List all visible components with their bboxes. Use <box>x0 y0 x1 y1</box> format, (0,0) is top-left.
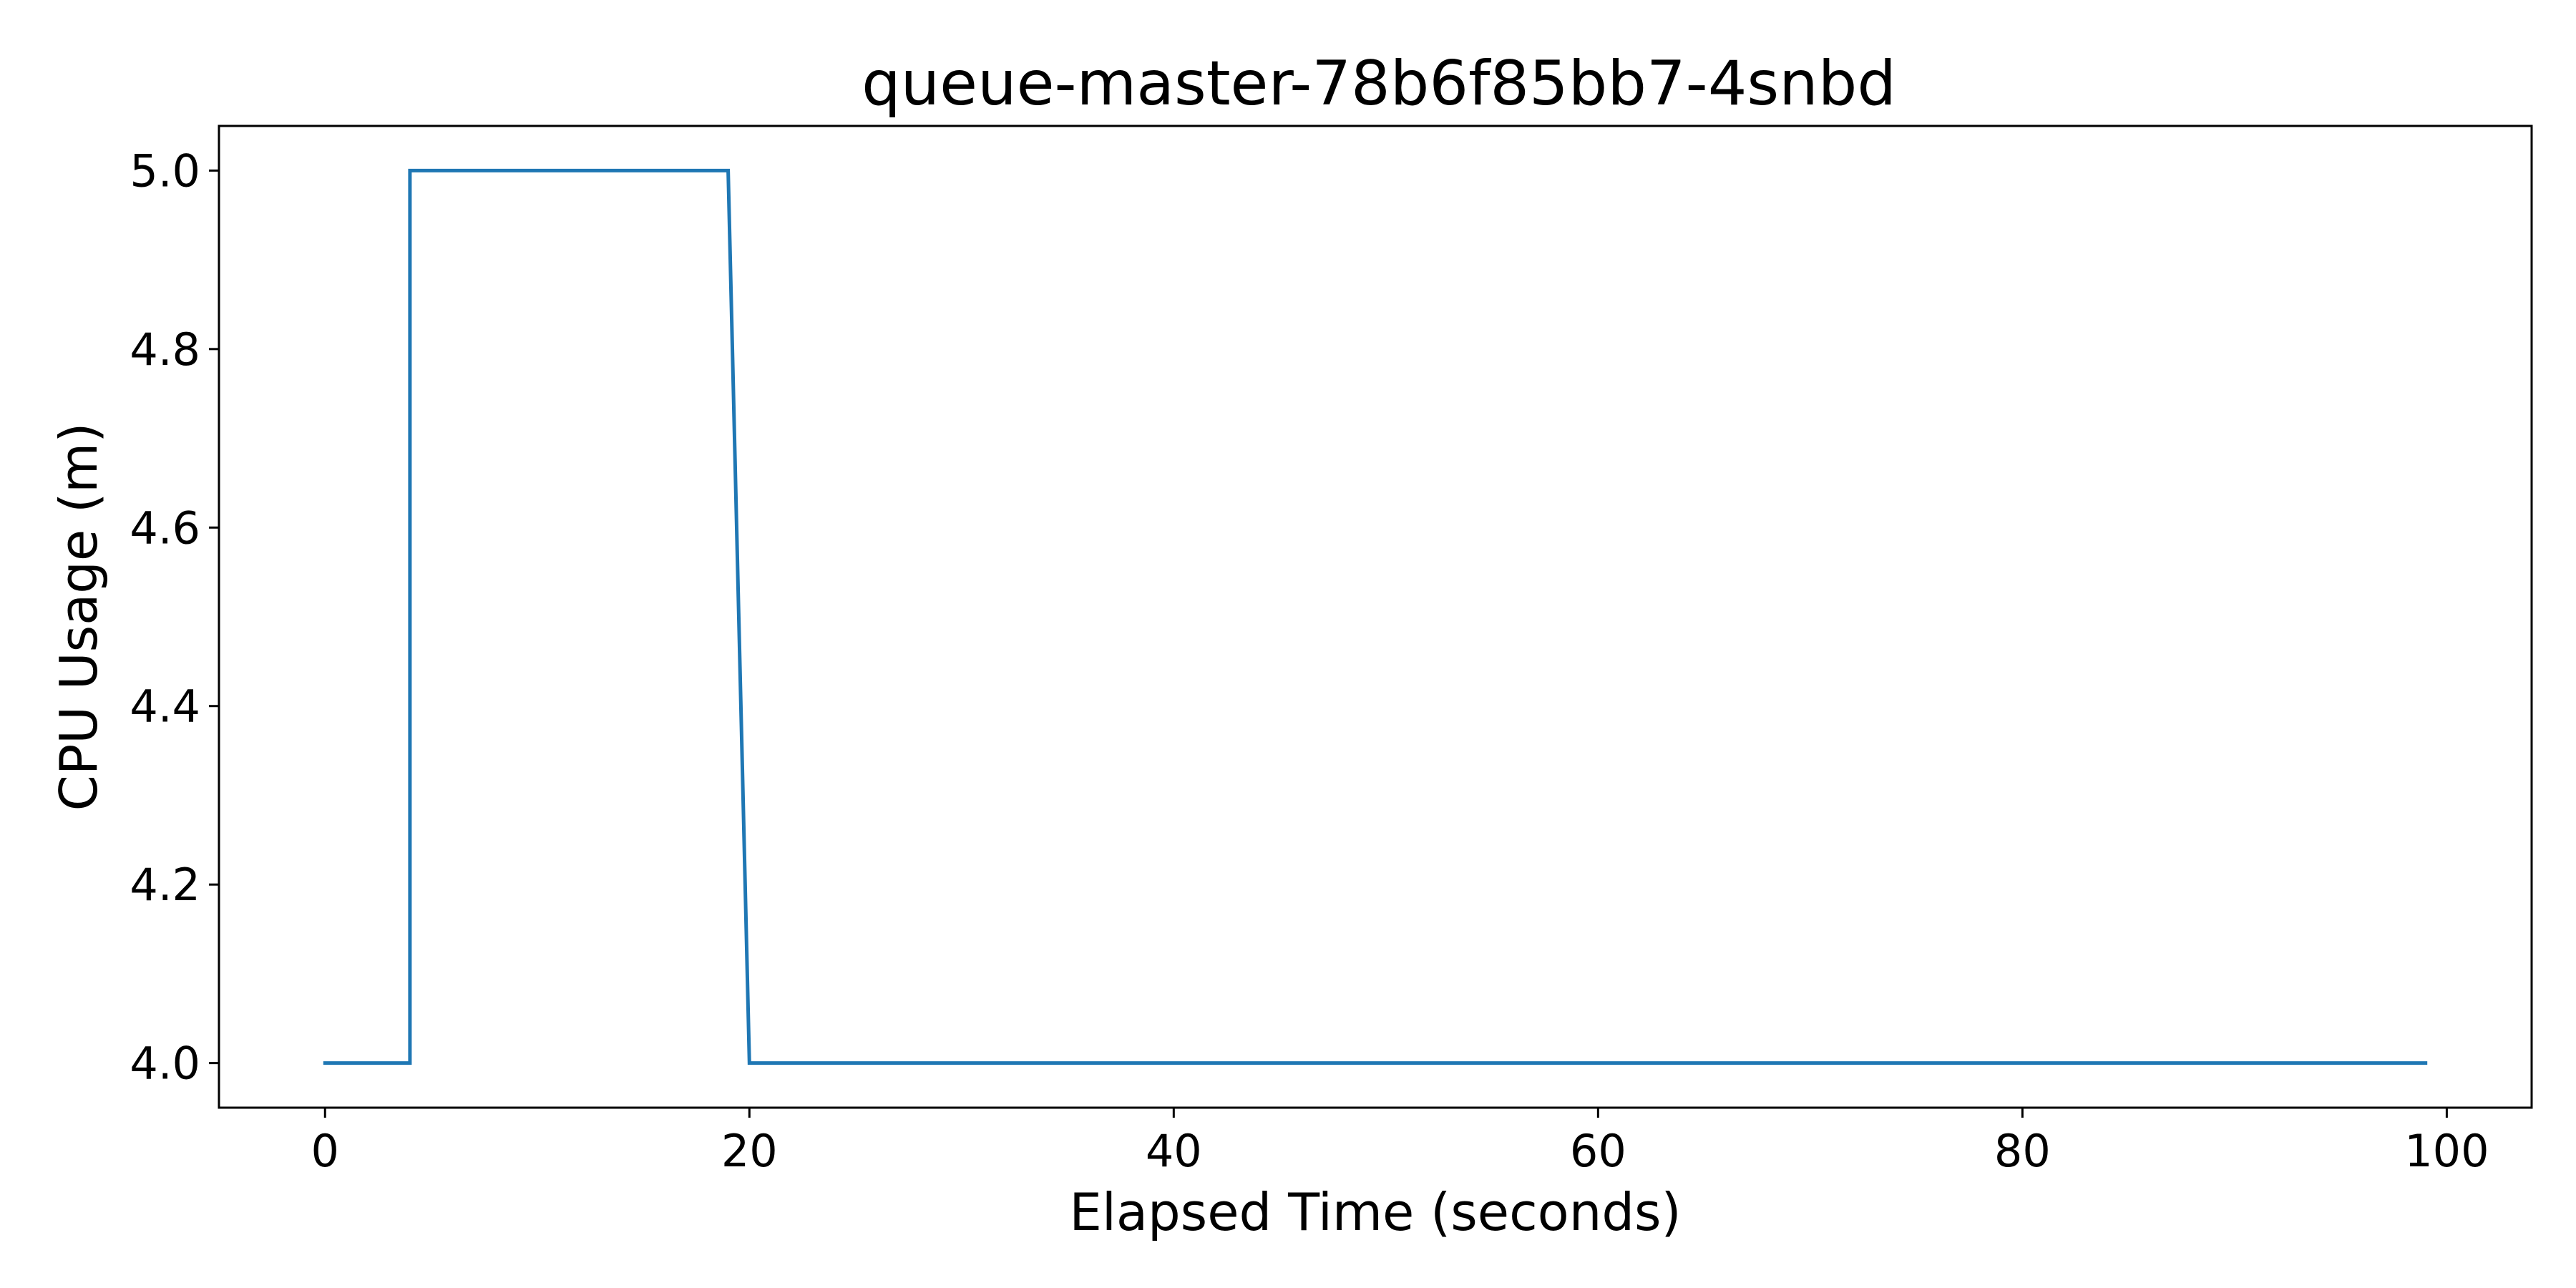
cpu-usage-series-line <box>323 168 2428 1065</box>
y-tick-label: 4.8 <box>130 323 200 376</box>
x-axis-ticks: 0 20 40 60 80 100 <box>311 1108 2489 1177</box>
x-tick-label: 60 <box>1570 1125 1626 1177</box>
x-tick-label: 0 <box>311 1125 339 1177</box>
x-tick-label: 20 <box>721 1125 778 1177</box>
y-tick-label: 5.0 <box>130 145 200 197</box>
x-tick-label: 100 <box>2404 1125 2489 1177</box>
series-layer <box>323 168 2428 1065</box>
y-axis-label: CPU Usage (m) <box>49 423 109 811</box>
x-axis-label: Elapsed Time (seconds) <box>1069 1182 1681 1242</box>
y-tick-label: 4.2 <box>130 859 200 911</box>
y-axis-ticks: 4.0 4.2 4.4 4.6 4.8 5.0 <box>130 145 219 1090</box>
y-tick-label: 4.0 <box>130 1038 200 1090</box>
chart-title: queue-master-78b6f85bb7-4snbd <box>862 48 1896 119</box>
x-tick-label: 80 <box>1994 1125 2051 1177</box>
plot-area-frame <box>218 125 2533 1109</box>
x-tick-label: 40 <box>1146 1125 1202 1177</box>
y-tick-label: 4.4 <box>130 680 200 733</box>
y-tick-label: 4.6 <box>130 502 200 554</box>
